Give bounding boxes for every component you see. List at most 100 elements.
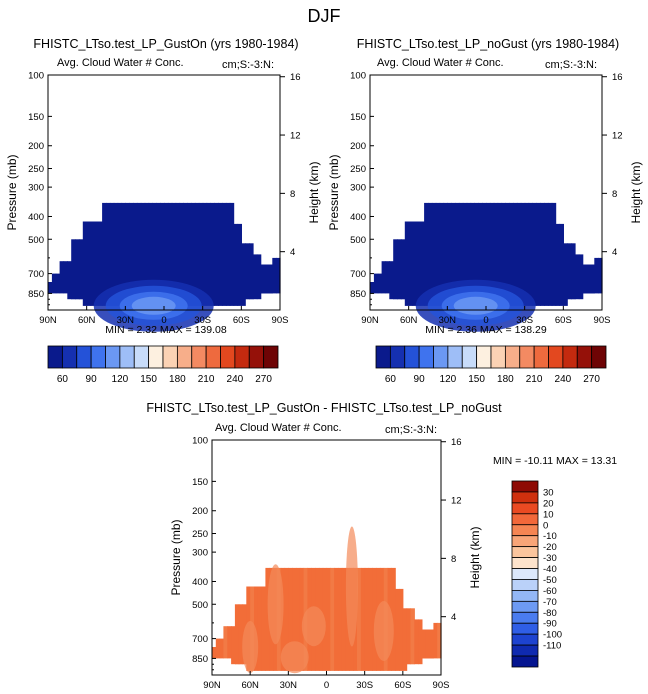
y-right-tick-label: 4 [290, 247, 295, 258]
colorbar-label: 180 [169, 374, 186, 385]
y-tick-label: 100 [192, 436, 208, 447]
data-cell [299, 567, 305, 671]
data-cell [229, 202, 235, 306]
x-tick-label: 30N [439, 315, 457, 326]
y-right-tick-label: 8 [451, 554, 456, 565]
data-cell [470, 202, 475, 306]
data-cell [227, 626, 232, 659]
x-tick-label: 30S [516, 315, 533, 326]
colorbar-box [511, 513, 539, 526]
data-cell [420, 221, 425, 306]
colorbar-label: 150 [140, 374, 157, 385]
data-cell [212, 647, 217, 659]
colorbar-label: 90 [414, 374, 426, 385]
colorbar-box [76, 345, 92, 369]
data-cell [233, 223, 239, 306]
data-cell [532, 202, 537, 306]
data-cell [357, 567, 362, 671]
data-cell [520, 202, 526, 306]
data-cell [590, 264, 595, 294]
x-tick-label: 90S [433, 680, 450, 691]
panel-no-gust: FHISTC_LTso.test_LP_noGust (yrs 1980-198… [327, 37, 643, 385]
data-cell [125, 202, 130, 306]
colorbar-box [234, 345, 250, 369]
data-cell [160, 202, 165, 306]
data-cell [136, 202, 142, 306]
data-cell [144, 202, 150, 306]
data-cell [63, 261, 68, 294]
colorbar-box [61, 345, 78, 369]
colorbar-box [433, 345, 449, 369]
data-cell [395, 588, 400, 671]
data-cell [276, 257, 281, 294]
colorbar-box [162, 345, 178, 369]
colorbar-label: 180 [497, 374, 514, 385]
data-cell [113, 202, 119, 306]
data-cell [261, 586, 266, 671]
data-cell [148, 202, 153, 306]
plot-area: 100 150 200 250 300 400 500 700 850 16 12 8 4 90N 60N 3… [5, 71, 321, 332]
colorbar-box [511, 557, 539, 569]
data-cell [252, 254, 258, 300]
data-cell [265, 567, 270, 671]
data-cell [272, 257, 277, 294]
colorbar-box [533, 345, 549, 369]
x-tick-label: 60S [394, 680, 411, 691]
panel-title: FHISTC_LTso.test_LP_GustOn - FHISTC_LTso… [146, 401, 502, 415]
y-right-tick-label: 16 [612, 72, 623, 83]
colorbar-label: 60 [57, 374, 69, 385]
y-tick-label: 200 [28, 141, 44, 152]
data-cell [544, 202, 549, 306]
data-cell [458, 202, 464, 306]
data-cell [433, 622, 438, 659]
colorbar-box [375, 345, 391, 369]
data-cell [179, 202, 184, 306]
y-tick-label: 400 [192, 577, 208, 588]
data-cell [373, 273, 379, 294]
y-right-tick-label: 8 [290, 189, 295, 200]
colorbar-box [191, 345, 207, 369]
y-tick-label: 150 [350, 112, 366, 123]
data-cell [326, 567, 331, 671]
data-cell [385, 261, 390, 294]
data-cell [428, 202, 433, 306]
data-cell [175, 202, 181, 306]
data-cell [455, 202, 460, 306]
data-cell [75, 239, 80, 300]
data-cell [133, 202, 138, 306]
data-cell [48, 282, 53, 294]
data-cell [55, 273, 61, 294]
contour-fill [301, 606, 326, 647]
x-tick-label: 90N [361, 315, 379, 326]
colorbar: 60 90 120 150 180 210 240 270 [47, 345, 279, 385]
y-tick-label: 250 [192, 529, 208, 540]
y-tick-label: 300 [350, 183, 366, 194]
colorbar-box [511, 480, 539, 493]
data-cell [482, 202, 487, 306]
data-cell [493, 202, 499, 306]
contour-fill [131, 296, 176, 315]
y-right-tick-label: 4 [451, 612, 456, 623]
colorbar-label: 20 [543, 498, 554, 509]
panel-title: FHISTC_LTso.test_LP_GustOn (yrs 1980-198… [33, 37, 298, 51]
data-cell [505, 202, 510, 306]
y-tick-label: 150 [192, 477, 208, 488]
colorbar-box [511, 568, 539, 580]
data-cell [245, 243, 250, 300]
colorbar-box [47, 345, 63, 369]
data-cell [571, 243, 576, 300]
x-tick-label: 0 [161, 315, 166, 326]
y-tick-label: 850 [192, 654, 208, 665]
data-cell [129, 202, 134, 306]
data-cell [268, 264, 273, 294]
data-cell [551, 202, 557, 306]
panel-gust-on: FHISTC_LTso.test_LP_GustOn (yrs 1980-198… [5, 37, 321, 385]
data-cell [594, 257, 599, 294]
y-tick-label: 400 [28, 212, 44, 223]
data-cell [86, 221, 92, 306]
y-tick-label: 300 [192, 548, 208, 559]
colorbar-box [119, 345, 135, 369]
y-tick-label: 150 [28, 112, 44, 123]
colorbar-box [511, 524, 539, 537]
data-cell [238, 604, 244, 665]
